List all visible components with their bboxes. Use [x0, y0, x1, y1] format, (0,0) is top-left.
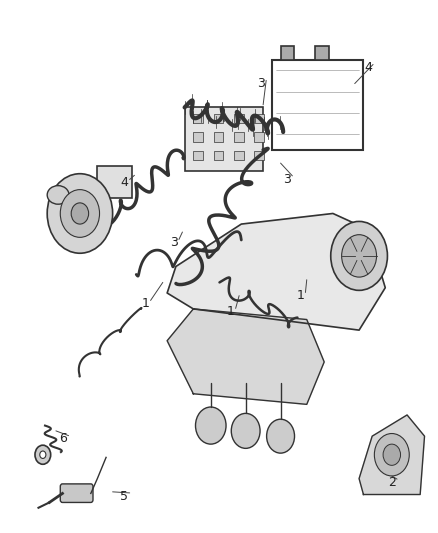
Text: 3: 3 — [283, 173, 290, 185]
Text: 4: 4 — [363, 61, 371, 74]
Bar — [315, 46, 328, 60]
Bar — [254, 114, 263, 123]
Bar — [233, 114, 243, 123]
Text: 2: 2 — [387, 476, 395, 489]
Bar — [254, 132, 263, 142]
Circle shape — [35, 445, 50, 464]
Bar — [213, 114, 223, 123]
Text: 1: 1 — [226, 305, 234, 318]
Circle shape — [330, 221, 387, 290]
Circle shape — [374, 433, 408, 476]
Polygon shape — [167, 214, 385, 330]
Text: 5: 5 — [120, 490, 128, 503]
Circle shape — [382, 444, 399, 465]
Bar — [97, 166, 132, 198]
Bar — [193, 132, 202, 142]
Text: 1: 1 — [296, 289, 304, 302]
Polygon shape — [167, 309, 323, 405]
Circle shape — [60, 190, 99, 237]
Bar — [213, 132, 223, 142]
Bar — [254, 151, 263, 160]
Text: 4: 4 — [120, 176, 128, 189]
Circle shape — [195, 407, 226, 444]
Bar — [233, 151, 243, 160]
Text: 6: 6 — [59, 432, 67, 446]
Bar — [193, 151, 202, 160]
Bar — [233, 132, 243, 142]
FancyBboxPatch shape — [60, 484, 93, 503]
Circle shape — [266, 419, 294, 453]
Circle shape — [40, 451, 46, 458]
Text: 3: 3 — [170, 236, 177, 249]
Bar — [280, 46, 293, 60]
Bar — [184, 108, 262, 171]
Polygon shape — [358, 415, 424, 495]
Circle shape — [71, 203, 88, 224]
Ellipse shape — [47, 185, 69, 204]
Bar — [193, 114, 202, 123]
Text: 3: 3 — [256, 77, 264, 90]
Circle shape — [47, 174, 113, 253]
Text: 1: 1 — [141, 297, 149, 310]
Bar — [213, 151, 223, 160]
Bar — [271, 60, 363, 150]
Circle shape — [231, 414, 259, 448]
Circle shape — [341, 235, 376, 277]
